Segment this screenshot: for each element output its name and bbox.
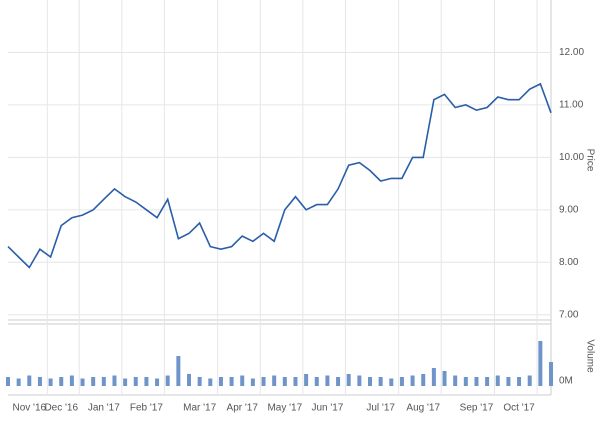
volume-bar [112,375,117,386]
volume-bar [304,374,309,386]
volume-bar [144,377,149,386]
y-axis-label: Price [584,149,595,172]
volume-bar [431,368,436,386]
volume-bar [27,375,32,386]
y-tick-label: 10.00 [559,152,584,163]
x-tick-label: Jun '17 [311,403,343,414]
volume-bar [80,378,85,386]
price-line [7,82,552,269]
volume-bar [261,377,266,386]
volume-bar [208,378,213,386]
x-tick-label: Jan '17 [88,403,120,414]
volume-bar [389,378,394,386]
volume-bar [336,377,341,386]
x-tick-label: Nov '16 [12,403,46,414]
volume-bar [187,374,191,386]
volume-bar [485,377,490,386]
y-tick-label: 8.00 [559,257,579,268]
volume-bar [357,375,362,386]
volume-bar [48,378,53,386]
x-tick-label: Apr '17 [227,403,259,414]
volume-bar [463,377,468,386]
volume-bar [91,377,96,386]
y-tick-label: 9.00 [559,204,579,215]
x-tick-label: Oct '17 [503,403,535,414]
volume-bar [549,362,553,386]
volume-bar [218,377,223,386]
volume-bar [176,356,181,386]
volume-bar [527,375,532,386]
volume-bar [250,378,255,386]
volume-bar [506,377,511,386]
volume-bar [410,375,415,386]
volume-bar [123,378,128,386]
volume-bar [6,377,10,386]
volume-bar [325,375,330,386]
y2-axis-label: Volume [584,339,595,373]
volume-bar [37,377,42,386]
volume-bar [538,341,543,386]
volume-bar [272,375,277,386]
volume-bar [421,374,426,386]
volume-bar [293,377,298,386]
volume-bar [378,377,383,386]
volume-bar [229,377,234,386]
volume-bar [155,378,160,386]
x-tick-label: Sep '17 [460,403,494,414]
volume-bar [474,377,479,386]
volume-bar [442,371,447,386]
volume-bar [314,377,319,386]
x-tick-label: Feb '17 [130,403,163,414]
y-tick-label: 11.00 [559,100,584,111]
volume-bar [282,377,287,386]
x-tick-label: Dec '16 [44,403,78,414]
volume-bar [495,375,500,386]
volume-bar [346,374,351,386]
volume-bar [517,377,522,386]
volume-bar [59,377,64,386]
y-tick-label: 12.00 [559,47,584,58]
x-tick-label: Aug '17 [406,403,440,414]
volume-bar [165,375,170,386]
x-tick-label: Mar '17 [183,403,216,414]
volume-bar [16,378,21,386]
x-tick-label: Jul '17 [366,403,395,414]
volume-bar [368,377,372,386]
volume-bar [197,377,202,386]
volume-bar [133,377,138,386]
y-tick-label: 7.00 [559,309,579,320]
volume-bar [69,375,74,386]
y2-tick-label: 0M [559,376,573,387]
x-tick-label: May '17 [267,403,302,414]
volume-bar [453,375,458,386]
volume-bar [101,377,106,386]
volume-bar [240,375,245,386]
volume-bar [399,377,404,386]
